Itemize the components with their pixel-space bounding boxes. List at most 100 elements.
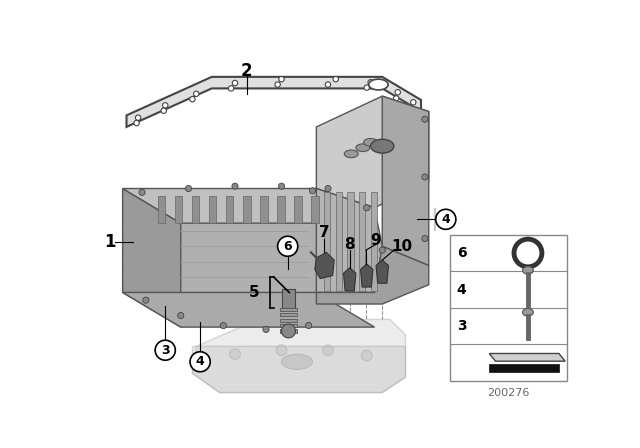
Polygon shape — [316, 189, 382, 293]
Polygon shape — [127, 77, 421, 127]
Text: 5: 5 — [249, 285, 260, 300]
Text: 3: 3 — [457, 319, 467, 333]
Text: 4: 4 — [457, 283, 467, 297]
Polygon shape — [209, 196, 216, 223]
Circle shape — [379, 247, 385, 253]
Circle shape — [409, 107, 415, 112]
Text: 1: 1 — [104, 233, 115, 251]
Circle shape — [364, 85, 369, 90]
Circle shape — [220, 323, 227, 329]
Text: 4: 4 — [196, 355, 205, 368]
Circle shape — [395, 90, 401, 95]
Circle shape — [155, 340, 175, 360]
Circle shape — [230, 349, 241, 359]
Polygon shape — [324, 192, 330, 291]
Polygon shape — [280, 329, 297, 332]
Polygon shape — [280, 324, 297, 327]
Circle shape — [422, 236, 428, 241]
Circle shape — [263, 326, 269, 332]
Circle shape — [143, 297, 149, 303]
Polygon shape — [371, 192, 377, 291]
Polygon shape — [123, 189, 374, 223]
Text: 200276: 200276 — [488, 388, 530, 397]
Circle shape — [282, 324, 296, 338]
Text: 7: 7 — [319, 225, 330, 240]
Circle shape — [410, 99, 416, 105]
Polygon shape — [280, 313, 297, 316]
Polygon shape — [359, 192, 365, 291]
Circle shape — [190, 352, 210, 372]
Circle shape — [422, 174, 428, 180]
Text: 2: 2 — [241, 62, 252, 80]
Polygon shape — [191, 196, 199, 223]
Polygon shape — [280, 308, 297, 311]
Ellipse shape — [356, 144, 370, 151]
Circle shape — [325, 82, 331, 87]
Circle shape — [362, 350, 372, 361]
Text: 10: 10 — [391, 239, 412, 254]
Circle shape — [278, 183, 285, 189]
Ellipse shape — [369, 79, 388, 90]
Ellipse shape — [371, 139, 394, 153]
Circle shape — [333, 77, 339, 82]
Circle shape — [278, 236, 298, 256]
Polygon shape — [243, 196, 250, 223]
Text: 3: 3 — [161, 344, 170, 357]
Polygon shape — [360, 264, 373, 287]
Polygon shape — [226, 196, 234, 223]
Circle shape — [394, 96, 399, 101]
Polygon shape — [348, 192, 353, 291]
Polygon shape — [382, 96, 429, 266]
Ellipse shape — [282, 354, 312, 370]
Ellipse shape — [364, 138, 378, 146]
Ellipse shape — [522, 267, 533, 274]
Circle shape — [193, 91, 199, 96]
Circle shape — [323, 345, 333, 356]
Polygon shape — [311, 196, 319, 223]
Circle shape — [422, 116, 428, 122]
Polygon shape — [280, 319, 297, 322]
Circle shape — [139, 189, 145, 195]
Polygon shape — [489, 353, 565, 361]
Polygon shape — [336, 192, 342, 291]
Circle shape — [228, 86, 234, 91]
Circle shape — [436, 209, 456, 229]
Polygon shape — [316, 96, 429, 208]
Polygon shape — [193, 346, 406, 392]
Text: 6: 6 — [457, 246, 467, 260]
Ellipse shape — [344, 150, 358, 158]
Circle shape — [305, 323, 312, 329]
Circle shape — [276, 345, 287, 356]
Circle shape — [163, 103, 168, 108]
Circle shape — [161, 108, 166, 113]
Circle shape — [275, 82, 280, 87]
Text: 9: 9 — [370, 233, 381, 248]
Polygon shape — [344, 268, 356, 291]
Polygon shape — [294, 196, 301, 223]
Polygon shape — [277, 196, 285, 223]
Circle shape — [178, 313, 184, 319]
FancyBboxPatch shape — [451, 235, 566, 381]
Polygon shape — [175, 196, 182, 223]
Circle shape — [232, 183, 238, 189]
Circle shape — [136, 115, 141, 121]
Circle shape — [189, 96, 195, 102]
Circle shape — [279, 77, 284, 82]
FancyBboxPatch shape — [489, 364, 559, 372]
Polygon shape — [316, 246, 429, 304]
Circle shape — [325, 185, 331, 192]
Circle shape — [309, 188, 316, 194]
Polygon shape — [123, 189, 180, 327]
Polygon shape — [315, 252, 334, 279]
Circle shape — [134, 121, 140, 126]
Circle shape — [364, 205, 370, 211]
Polygon shape — [260, 196, 268, 223]
Polygon shape — [157, 196, 165, 223]
Polygon shape — [123, 293, 374, 327]
Text: 6: 6 — [284, 240, 292, 253]
Text: 4: 4 — [442, 213, 450, 226]
Circle shape — [368, 80, 373, 85]
Ellipse shape — [522, 308, 533, 316]
Circle shape — [186, 185, 191, 192]
Polygon shape — [376, 260, 388, 283]
